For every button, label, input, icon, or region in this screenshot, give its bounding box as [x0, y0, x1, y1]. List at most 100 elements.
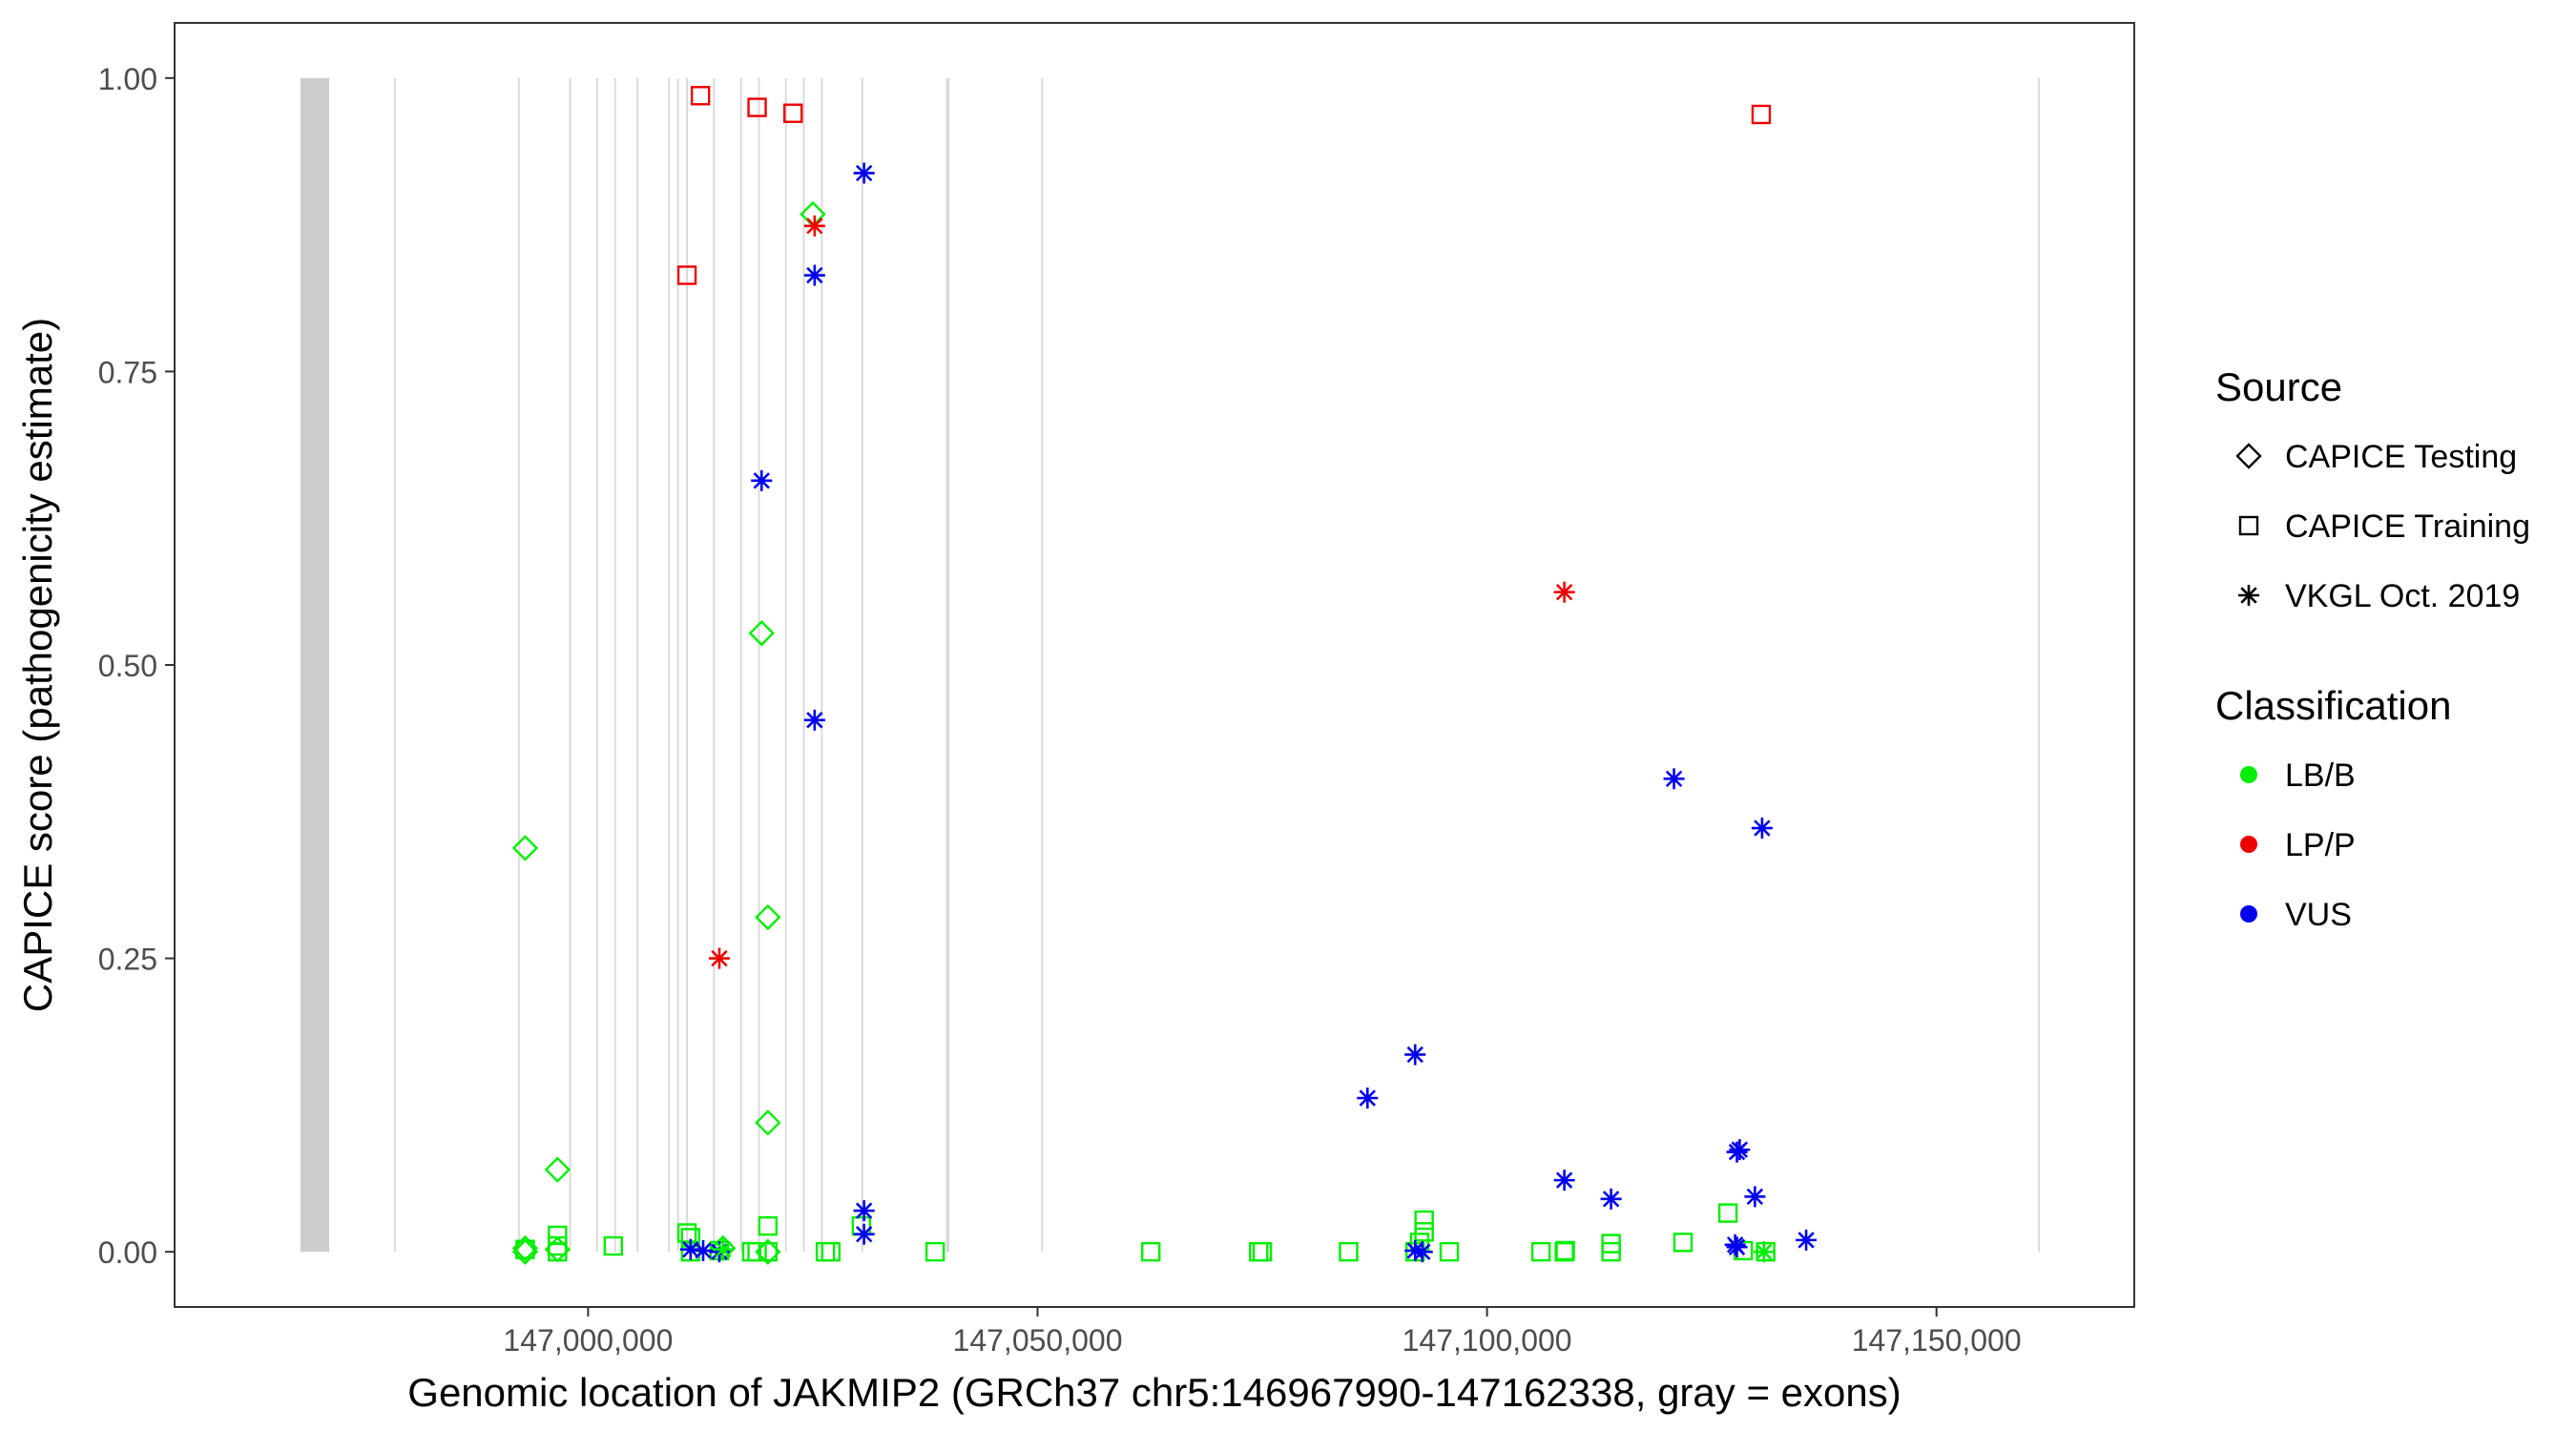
- x-tick-label: 147,050,000: [953, 1323, 1123, 1358]
- legend-key: [2240, 766, 2257, 783]
- asterisk-stroke: [1746, 1188, 1764, 1206]
- data-point: [1796, 1229, 1818, 1251]
- data-point: [748, 620, 775, 647]
- legend-title: Source: [2215, 364, 2342, 409]
- exon-band: [613, 77, 616, 1253]
- data-point: [1726, 1236, 1748, 1258]
- exon-band: [1041, 77, 1044, 1253]
- data-point: [815, 1241, 836, 1262]
- data-point: [1600, 1188, 1622, 1210]
- exon-band: [802, 77, 805, 1253]
- data-point: [755, 903, 781, 931]
- plot-panel: [174, 22, 2135, 1308]
- y-tick-label: 0.75: [98, 355, 157, 389]
- legend-key: [2240, 905, 2257, 923]
- data-point: [515, 1239, 535, 1259]
- y-tick-label: 1.00: [98, 62, 157, 96]
- data-point: [690, 86, 711, 106]
- data-point: [511, 835, 539, 861]
- data-point: [1414, 1222, 1434, 1242]
- data-point: [1663, 768, 1685, 790]
- exon-band: [676, 77, 679, 1253]
- asterisk-stroke: [1555, 584, 1573, 601]
- asterisk-stroke: [1555, 1172, 1573, 1189]
- y-axis-label: CAPICE score (pathogenicity estimate): [15, 318, 60, 1012]
- exon-band: [595, 77, 598, 1253]
- data-point: [853, 162, 875, 184]
- data-point: [1530, 1241, 1551, 1262]
- legend: Source CAPICE Testing CAPICE Training VKGL …: [2215, 364, 2530, 933]
- y-tick-label: 0.25: [98, 943, 157, 977]
- data-point: [751, 469, 773, 491]
- data-point: [924, 1241, 945, 1262]
- legend-label: LB/B: [2285, 757, 2356, 794]
- asterisk-stroke: [753, 472, 770, 489]
- legend-key: [2235, 443, 2262, 469]
- exon-band: [668, 77, 671, 1253]
- data-point: [603, 1235, 623, 1256]
- data-point: [758, 1215, 779, 1236]
- legend-title: Classification: [2215, 683, 2451, 728]
- data-point: [544, 1156, 571, 1183]
- y-tick-label: 0.00: [98, 1235, 157, 1270]
- asterisk-stroke: [711, 949, 728, 967]
- legend-label: CAPICE Testing: [2285, 439, 2517, 475]
- data-point: [1141, 1241, 1161, 1262]
- legend-key: [2238, 515, 2259, 536]
- data-point: [1553, 581, 1575, 603]
- legend-label: CAPICE Training: [2285, 508, 2530, 545]
- asterisk-stroke: [806, 218, 823, 235]
- asterisk-stroke: [715, 1241, 732, 1258]
- data-point: [548, 1241, 568, 1262]
- data-point: [821, 1241, 841, 1262]
- legend-key: [2240, 836, 2257, 853]
- asterisk-stroke: [1797, 1232, 1815, 1249]
- legend-label: LP/P: [2285, 827, 2356, 863]
- exon-band: [739, 77, 742, 1253]
- data-point: [1411, 1241, 1433, 1263]
- asterisk-stroke: [2240, 587, 2257, 604]
- data-point: [853, 1223, 875, 1245]
- asterisk-stroke: [1406, 1046, 1423, 1064]
- exon-bands: [300, 77, 2041, 1253]
- exon-band: [569, 77, 571, 1253]
- x-tick-label: 147,150,000: [1852, 1323, 2022, 1358]
- data-point: [1252, 1241, 1273, 1262]
- exon-band: [713, 77, 716, 1253]
- data-point: [747, 1241, 767, 1262]
- data-point: [708, 947, 730, 969]
- data-point: [1744, 1186, 1766, 1208]
- data-point: [1357, 1087, 1379, 1109]
- data-point: [712, 1238, 734, 1260]
- asterisk-stroke: [1754, 819, 1771, 837]
- data-point: [676, 1223, 697, 1243]
- data-point: [783, 103, 803, 123]
- asterisk-stroke: [695, 1242, 712, 1259]
- exon-band: [821, 77, 823, 1253]
- data-point: [1601, 1241, 1621, 1262]
- exon-band: [517, 77, 520, 1253]
- data-point: [1439, 1241, 1460, 1262]
- data-point: [548, 1235, 568, 1256]
- exon-band: [945, 77, 950, 1253]
- legend-key: [2238, 585, 2259, 606]
- data-point: [676, 265, 697, 285]
- data-point: [1339, 1241, 1359, 1262]
- y-tick-label: 0.50: [98, 649, 157, 683]
- data-point: [1751, 818, 1773, 840]
- data-point: [1753, 1241, 1775, 1263]
- asterisk-stroke: [1602, 1191, 1620, 1208]
- asterisk-stroke: [806, 266, 823, 284]
- x-tick-label: 147,000,000: [503, 1323, 673, 1358]
- legend-label: VKGL Oct. 2019: [2285, 578, 2520, 614]
- asterisk-stroke: [1755, 1243, 1773, 1260]
- exon-band: [2038, 77, 2041, 1253]
- legend-label: VUS: [2285, 897, 2352, 933]
- data-point: [1414, 1210, 1434, 1231]
- exon-band: [861, 77, 863, 1253]
- data-point: [1672, 1233, 1693, 1253]
- data-point: [803, 215, 825, 237]
- asterisk-stroke: [1359, 1089, 1376, 1107]
- axes: 0.00 0.25 0.50 0.75 1.00 147,000,000 147,050,0…: [98, 62, 2022, 1358]
- x-tick-label: 147,100,000: [1402, 1323, 1572, 1358]
